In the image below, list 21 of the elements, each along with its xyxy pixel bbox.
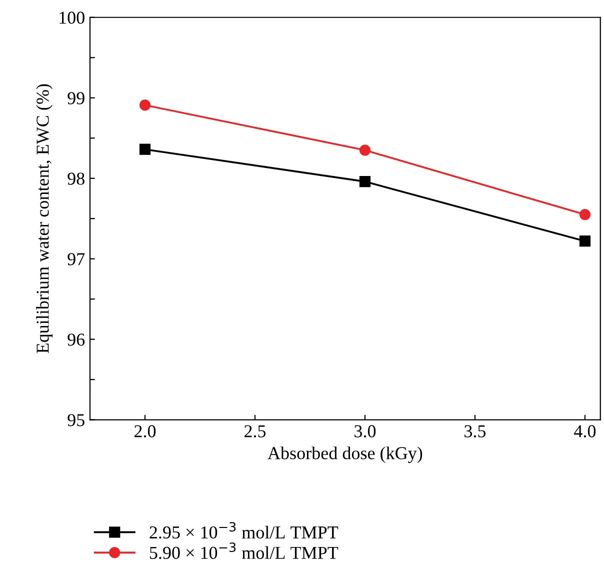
y-tick-label: 96 [68, 334, 85, 346]
point [579, 208, 591, 220]
y-tick-label: 99 [68, 92, 84, 104]
x-tick-label: 3.0 [354, 425, 376, 438]
y-tick-label: 98 [68, 172, 84, 185]
y-tick-label: 95 [68, 414, 84, 426]
point [579, 236, 591, 247]
legend-label: 5.90 × 10$^{−3}$ mol/L TMPT [150, 542, 338, 560]
x-tick-label: 3.5 [464, 425, 486, 438]
x-tick-label: 2.5 [244, 425, 266, 438]
x-tick-label: 2.0 [134, 425, 156, 438]
x-tick-label: 4.0 [574, 425, 596, 438]
y-axis-title: Equilibrium water content, EWC (%) [36, 84, 52, 354]
point [139, 100, 151, 111]
y-tick-label: 100 [60, 12, 84, 24]
point [359, 144, 371, 156]
point [139, 144, 151, 155]
y-tick-label: 97 [68, 253, 85, 266]
x-axis-title: Absorbed dose (kGy) [268, 446, 422, 463]
point [359, 176, 371, 188]
legend-label: 2.95 × 10$^{−3}$ mol/L TMPT [150, 522, 338, 539]
